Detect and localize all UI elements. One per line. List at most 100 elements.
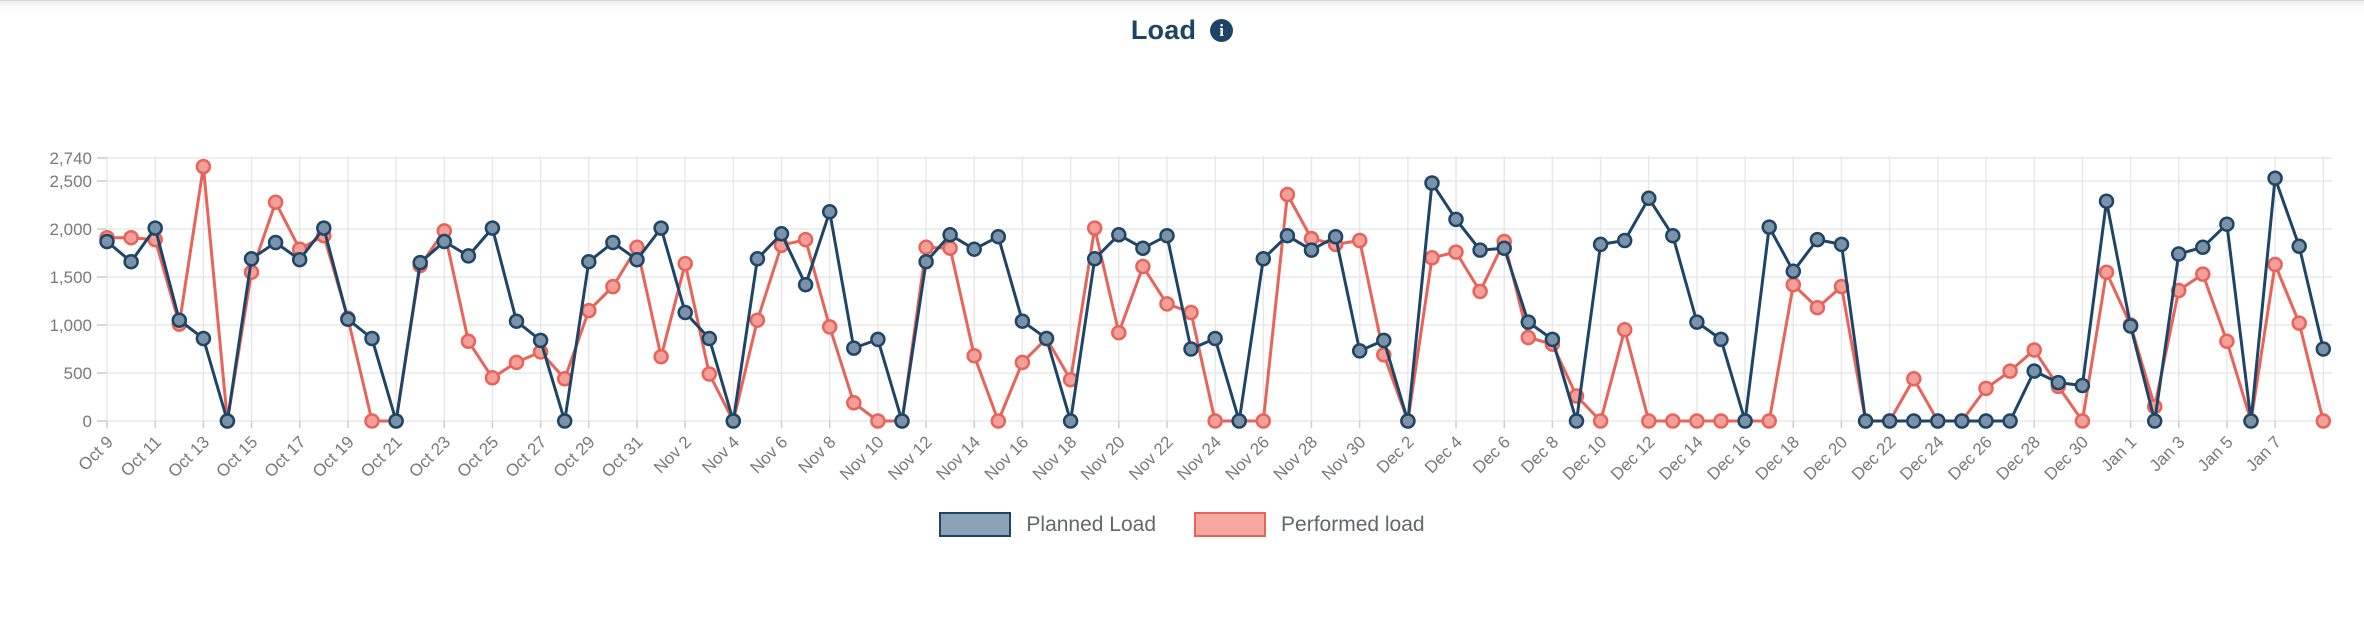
data-point	[1616, 322, 1633, 338]
data-point	[1111, 227, 1127, 243]
data-point	[846, 340, 862, 356]
svg-text:Jan 1: Jan 1	[2098, 432, 2141, 475]
data-point	[1496, 240, 1512, 256]
page-title: Load	[1130, 14, 1197, 45]
data-point	[2315, 413, 2332, 429]
data-point	[1520, 314, 1537, 330]
data-point	[894, 413, 910, 429]
data-point	[918, 239, 934, 256]
data-point	[2098, 193, 2115, 209]
data-point	[966, 347, 982, 364]
svg-text:Dec 22: Dec 22	[1848, 432, 1900, 484]
info-icon[interactable]: i	[1210, 18, 1234, 42]
data-point	[653, 348, 669, 365]
data-point	[701, 366, 718, 382]
data-point	[1809, 299, 1826, 316]
svg-text:Dec 8: Dec 8	[1517, 432, 1562, 477]
data-point	[2267, 170, 2283, 186]
svg-text:Dec 4: Dec 4	[1421, 432, 1466, 477]
data-point	[821, 204, 838, 220]
data-point	[1592, 236, 1609, 253]
svg-text:Dec 24: Dec 24	[1896, 432, 1948, 484]
data-point	[1086, 251, 1103, 267]
legend-item-performed-load[interactable]: Performed load	[1194, 512, 1425, 537]
data-point	[1713, 331, 1729, 348]
svg-text:Nov 26: Nov 26	[1222, 432, 1274, 484]
y-axis-labels: 2,740 2,500 2,000 1,500 1,000 500 0	[49, 149, 92, 431]
data-point	[436, 233, 453, 250]
data-point	[2074, 413, 2091, 429]
svg-text:500: 500	[64, 364, 92, 383]
svg-text:Nov 10: Nov 10	[836, 432, 888, 484]
data-point	[1568, 413, 1585, 429]
data-point	[460, 248, 477, 264]
svg-text:Oct 19: Oct 19	[309, 432, 358, 481]
data-point	[797, 276, 814, 293]
data-point	[1544, 331, 1561, 348]
svg-text:Nov 4: Nov 4	[698, 432, 743, 477]
data-point	[701, 330, 718, 347]
data-point	[581, 302, 597, 319]
data-point	[556, 413, 573, 429]
data-point	[1014, 313, 1031, 329]
data-point	[1906, 413, 1922, 429]
data-point	[1857, 413, 1874, 429]
data-point	[364, 330, 380, 347]
top-edge-divider	[0, 0, 2364, 15]
svg-text:Nov 30: Nov 30	[1318, 432, 1370, 484]
data-point	[1689, 413, 1705, 429]
data-point	[725, 413, 742, 429]
data-point	[629, 251, 645, 268]
data-point	[1761, 219, 1777, 235]
data-point	[1520, 329, 1537, 346]
data-point	[1641, 413, 1657, 429]
data-point	[677, 255, 693, 272]
data-point	[1906, 371, 1922, 387]
svg-text:Oct 15: Oct 15	[213, 432, 262, 481]
data-point	[1231, 413, 1247, 429]
data-point	[1135, 258, 1151, 275]
svg-text:Nov 14: Nov 14	[933, 432, 985, 484]
data-point	[147, 220, 163, 236]
data-point	[1592, 413, 1609, 429]
data-point	[2291, 238, 2307, 255]
data-point	[2098, 264, 2115, 280]
data-point	[749, 251, 766, 267]
data-point	[870, 413, 886, 429]
svg-text:Jan 7: Jan 7	[2242, 432, 2285, 475]
svg-text:Oct 31: Oct 31	[598, 432, 647, 481]
data-point	[1424, 175, 1440, 191]
data-point	[2002, 363, 2018, 379]
data-point	[1665, 413, 1681, 429]
data-point	[123, 229, 139, 246]
svg-text:0: 0	[83, 412, 92, 431]
x-axis-labels: Oct 9 Oct 11 Oct 13 Oct 15 Oct 17 Oct 19 Oct 2…	[75, 432, 2285, 484]
data-point	[1351, 232, 1368, 249]
data-point	[2195, 266, 2211, 282]
svg-text:Jan 5: Jan 5	[2194, 432, 2237, 475]
data-point	[1159, 227, 1175, 244]
svg-text:Oct 11: Oct 11	[117, 432, 165, 480]
data-point	[388, 413, 404, 429]
data-point	[605, 234, 621, 251]
svg-text:Dec 14: Dec 14	[1655, 432, 1707, 484]
data-point	[1014, 354, 1031, 371]
svg-text:Dec 30: Dec 30	[2041, 432, 2093, 484]
data-point	[1978, 380, 1994, 397]
data-point	[171, 312, 188, 328]
svg-text:Nov 20: Nov 20	[1077, 432, 1129, 484]
data-point	[1111, 324, 1127, 341]
data-point	[2122, 318, 2139, 334]
planned-load-swatch	[939, 512, 1012, 537]
data-point	[2170, 246, 2187, 262]
svg-text:Dec 16: Dec 16	[1703, 432, 1755, 484]
data-point	[1978, 413, 1994, 429]
svg-text:Oct 23: Oct 23	[405, 432, 454, 481]
data-point	[581, 253, 597, 270]
data-point	[195, 158, 212, 175]
data-point	[653, 220, 669, 236]
svg-text:Oct 13: Oct 13	[164, 432, 213, 481]
data-point	[2267, 256, 2283, 273]
legend-item-planned-load[interactable]: Planned Load	[939, 512, 1156, 537]
data-point	[1183, 341, 1199, 357]
